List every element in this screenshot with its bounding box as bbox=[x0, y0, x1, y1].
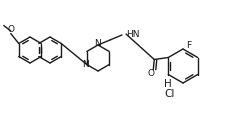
Text: Cl: Cl bbox=[164, 89, 174, 99]
Text: N: N bbox=[94, 39, 101, 48]
Text: F: F bbox=[185, 40, 190, 50]
Text: N: N bbox=[82, 60, 89, 69]
Text: HN: HN bbox=[126, 29, 139, 39]
Text: O: O bbox=[7, 25, 14, 34]
Text: O: O bbox=[147, 69, 154, 78]
Text: H: H bbox=[163, 79, 171, 89]
